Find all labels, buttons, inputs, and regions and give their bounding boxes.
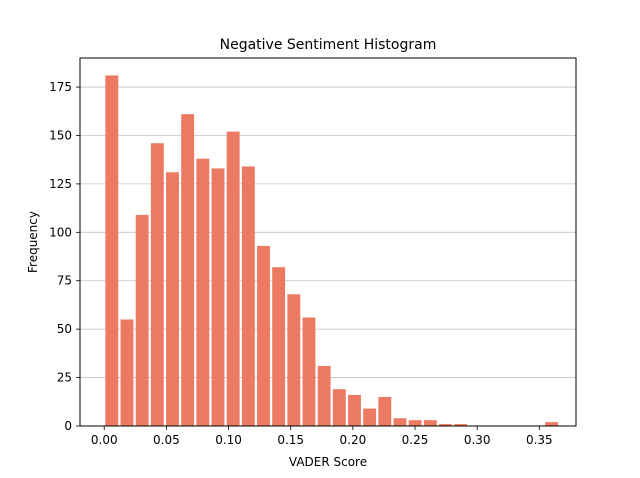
histogram-bar [317,365,331,426]
histogram-bar [105,75,119,426]
y-tick-label: 175 [49,80,72,94]
plot-frame [79,57,577,427]
histogram-bars [105,75,559,426]
x-tick-label: 0.00 [91,433,118,447]
histogram-bar [545,422,559,426]
x-axis-ticks: 0.00 0.05 0.10 0.15 0.20 0.25 0.30 0.35 [91,426,553,447]
x-tick-label: 0.10 [215,433,242,447]
histogram-bar [454,424,468,426]
histogram-bar [166,172,179,426]
histogram-bar [363,408,377,426]
histogram-bar [226,131,240,426]
x-tick-label: 0.20 [340,433,367,447]
y-tick-label: 150 [49,128,72,142]
histogram-bar [423,420,437,426]
histogram-bar [302,317,316,426]
histogram-bar [272,267,286,426]
y-tick-label: 125 [49,177,72,191]
histogram-bar [181,114,195,426]
x-axis-label: VADER Score [289,455,367,469]
y-tick-label: 50 [57,322,72,336]
y-axis-label: Frequency [26,211,40,273]
y-tick-label: 100 [49,225,72,239]
histogram-bar [287,294,301,426]
histogram-bar [135,214,149,426]
x-tick-label: 0.35 [526,433,553,447]
x-tick-label: 0.15 [277,433,304,447]
histogram-bar [211,168,225,426]
histogram-bar [408,420,422,426]
histogram-bar [439,424,452,426]
histogram-bar [348,395,361,426]
histogram-bar [393,418,407,426]
histogram-bar [257,245,270,426]
histogram-bar [332,389,346,426]
x-tick-label: 0.25 [402,433,429,447]
histogram-bar [120,319,134,426]
chart-title: Negative Sentiment Histogram [220,37,437,53]
x-tick-label: 0.05 [153,433,180,447]
x-tick-label: 0.30 [464,433,491,447]
histogram-bar [241,166,255,426]
y-axis-ticks: 0 25 50 75 100 125 150 175 [49,80,80,433]
y-tick-label: 75 [57,274,72,288]
y-tick-label: 0 [64,419,72,433]
histogram-bar [196,158,210,426]
y-tick-label: 25 [57,371,72,385]
histogram-bar [378,396,392,426]
histogram-bar [150,143,164,426]
